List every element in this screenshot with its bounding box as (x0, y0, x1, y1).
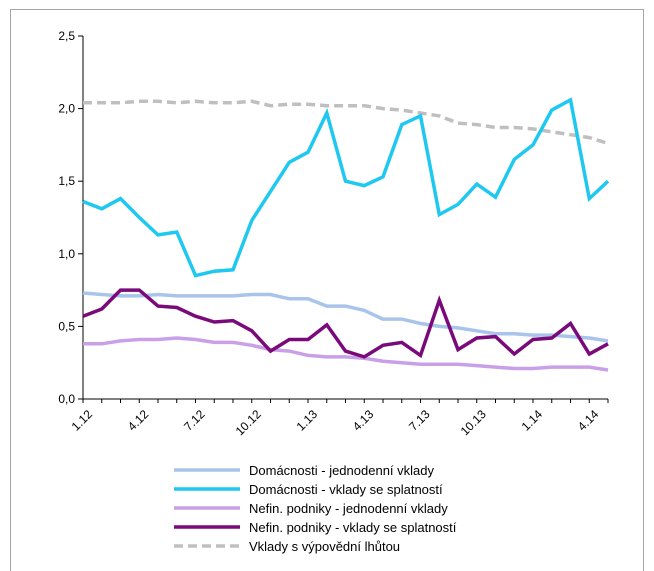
legend: Domácnosti - jednodenní vklady Domácnosti… (174, 463, 457, 554)
legend-label-4: Nefin. podniky - vklady se splatností (249, 520, 457, 535)
x-tick-label: 7.12 (181, 407, 208, 434)
legend-label-5: Vklady s výpovědní lhůtou (249, 539, 400, 554)
series-line-2 (82, 97, 610, 278)
series-line-4 (82, 288, 609, 359)
y-tick-label: 2,5 (58, 29, 75, 43)
x-tick-label: 1.13 (294, 407, 321, 434)
series-line-5 (83, 99, 609, 146)
y-tick-label: 1,5 (58, 174, 75, 188)
y-tick-label: 1,0 (58, 247, 75, 261)
chart-frame (10, 9, 644, 571)
series-line-1 (82, 291, 609, 343)
x-tick-label: 4.14 (575, 407, 602, 434)
legend-label-2: Domácnosti - vklady se splatností (249, 482, 443, 497)
y-tick-label: 2,0 (58, 102, 75, 116)
x-tick-label: 4.13 (350, 407, 377, 434)
x-tick-label: 1.12 (69, 407, 96, 434)
series-layer (82, 97, 610, 372)
series-line-3 (83, 336, 609, 372)
x-tick-label: 10.13 (458, 407, 489, 438)
x-tick-label: 4.12 (125, 407, 152, 434)
x-tick-label: 10.12 (233, 407, 264, 438)
y-tick-label: 0,0 (58, 392, 75, 406)
legend-label-3: Nefin. podniky - jednodenní vklady (249, 501, 448, 516)
x-tick-label: 1.14 (519, 407, 546, 434)
x-tick-label: 7.13 (406, 407, 433, 434)
axes: 0,0 0,5 1,0 1,5 2,0 2,5 1.12 4.12 7.12 10.12 1.13 4… (58, 29, 609, 438)
y-tick-label: 0,5 (58, 319, 75, 333)
legend-label-1: Domácnosti - jednodenní vklady (249, 463, 434, 478)
